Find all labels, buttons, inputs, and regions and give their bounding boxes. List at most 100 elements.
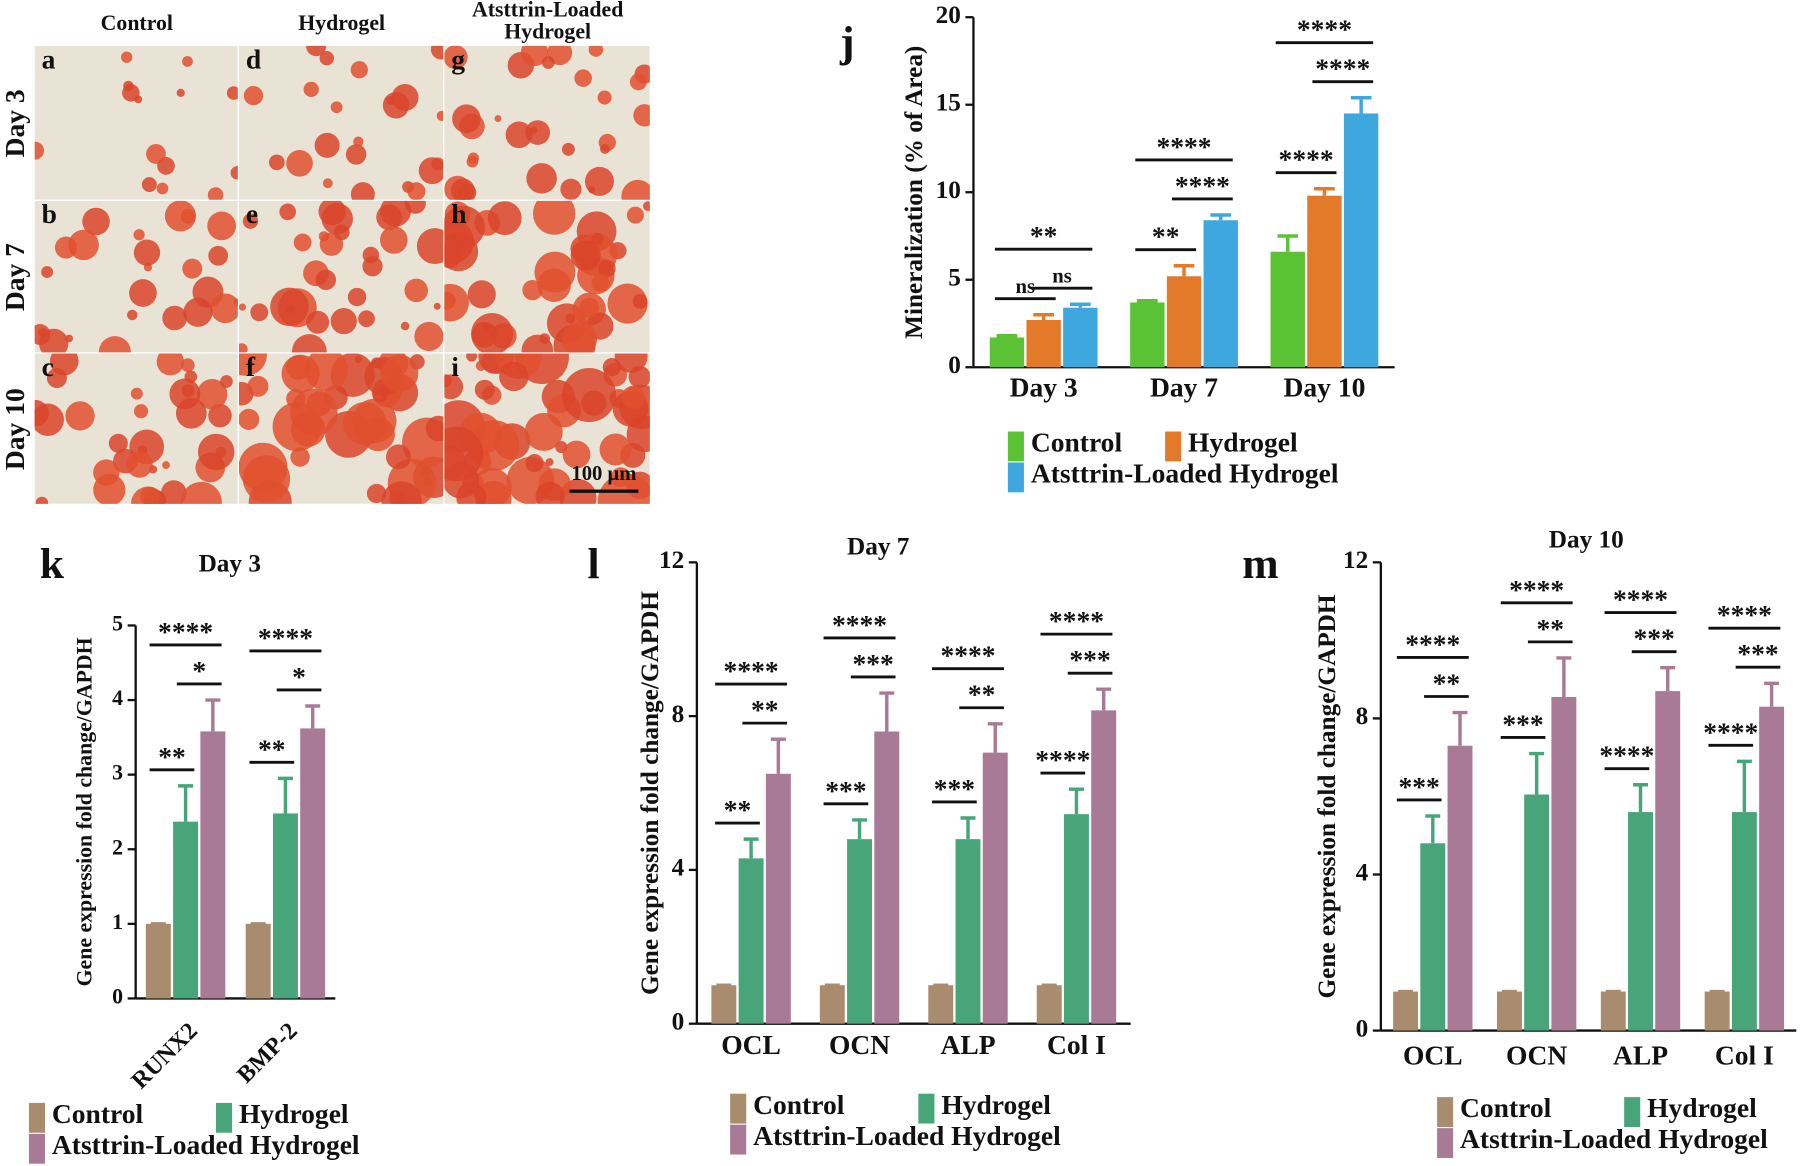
bar <box>1203 220 1238 368</box>
stain-blob <box>418 157 444 185</box>
stain-blob <box>293 233 312 252</box>
x-tick-label: RUNX2 <box>127 1018 203 1094</box>
stain-blob <box>180 481 222 504</box>
significance-label: **** <box>1613 584 1668 615</box>
stain-blob <box>54 236 78 259</box>
bar <box>1026 319 1061 368</box>
significance-label: *** <box>1069 644 1110 675</box>
stain-blob <box>291 334 327 353</box>
scale-bar-label: 100 μm <box>571 463 636 485</box>
stain-blob <box>444 426 484 482</box>
stain-blob <box>474 379 495 400</box>
stain-blob <box>562 368 617 423</box>
y-tick-label: 8 <box>672 701 685 728</box>
y-axis-label: Mineralization (% of Area) <box>901 46 928 339</box>
stain-blob <box>350 182 375 200</box>
y-tick-label: 0 <box>672 1008 685 1035</box>
stain-blob <box>180 208 196 224</box>
bar <box>1704 991 1730 1031</box>
stain-blob <box>268 154 285 171</box>
significance-label: ** <box>751 694 779 725</box>
y-tick-label: 2 <box>112 835 123 859</box>
significance-label: ** <box>158 741 186 772</box>
bar <box>1091 710 1117 1024</box>
panel-label: k <box>40 540 65 588</box>
stain-blob <box>285 305 294 314</box>
significance-label: **** <box>724 655 779 686</box>
error-bar <box>1736 759 1752 813</box>
stain-blob <box>141 177 157 193</box>
x-tick-label: OCL <box>721 1029 781 1060</box>
panel-label: j <box>839 18 855 66</box>
micrograph <box>444 200 650 353</box>
error-bar <box>1529 751 1545 795</box>
stain-blob <box>182 258 203 279</box>
stain-blob <box>381 481 422 504</box>
stain-blob <box>621 385 645 410</box>
stain-blob <box>520 45 549 67</box>
bar <box>1063 307 1098 368</box>
significance-label: ** <box>1536 613 1564 644</box>
legend-label: Control <box>1031 427 1123 458</box>
stain-blob <box>93 459 120 486</box>
significance-label: **** <box>1509 574 1564 605</box>
stain-blob <box>570 240 601 271</box>
legend-swatch <box>1165 431 1182 462</box>
significance-label: **** <box>1297 14 1352 45</box>
stain-blob <box>162 461 170 469</box>
stain-blob <box>345 144 367 165</box>
stain-blob <box>121 51 133 63</box>
stain-blob <box>226 86 238 100</box>
stain-blob <box>242 213 259 229</box>
error-bar <box>1096 687 1112 711</box>
legend-label: Control <box>1460 1092 1552 1123</box>
x-tick-label: BMP-2 <box>232 1018 302 1088</box>
bar <box>738 858 764 1024</box>
stain-blob <box>82 207 110 236</box>
x-tick-label: Day 7 <box>1150 372 1218 403</box>
significance-label: **** <box>258 622 313 653</box>
error-bar <box>1764 681 1780 707</box>
row-label: Day 10 <box>0 388 30 470</box>
stain-blob <box>629 73 647 91</box>
stain-blob <box>333 224 350 241</box>
stain-blob <box>444 45 468 70</box>
panel-letter: e <box>246 198 258 229</box>
error-bar <box>1556 656 1572 697</box>
stain-blob <box>130 387 143 400</box>
error-bar <box>770 737 786 774</box>
significance-label: **** <box>1703 716 1758 747</box>
bar <box>1551 696 1577 1031</box>
stain-blob <box>220 375 233 388</box>
stain-blob <box>482 323 492 332</box>
bar <box>874 731 900 1024</box>
bar <box>989 337 1025 368</box>
micrograph <box>444 45 650 200</box>
legend-label: Control <box>52 1098 144 1129</box>
micrograph-bg <box>238 45 444 200</box>
significance-label: **** <box>1157 131 1212 162</box>
bar <box>173 821 199 999</box>
stain-blob <box>129 279 157 307</box>
y-tick-label: 8 <box>1356 703 1369 730</box>
stain-blob <box>525 120 551 145</box>
y-tick-label: 4 <box>112 686 123 710</box>
panel-letter: g <box>451 43 465 74</box>
stain-blob <box>385 444 411 470</box>
stain-blob <box>34 324 51 345</box>
significance-label: **** <box>1049 605 1104 636</box>
stain-blob <box>315 269 337 291</box>
stain-blob <box>494 115 502 122</box>
bar <box>1447 745 1473 1031</box>
significance-label: *** <box>853 648 894 679</box>
stain-blob <box>524 412 563 451</box>
bar <box>1420 843 1446 1031</box>
stain-blob <box>290 447 310 467</box>
stain-blob <box>156 182 169 195</box>
y-axis-label: Gene expression fold change/GAPDH <box>1314 594 1341 998</box>
stain-blob <box>436 110 444 121</box>
significance-label: **** <box>832 609 887 640</box>
stain-blob <box>444 205 485 249</box>
stain-blob <box>306 45 327 57</box>
